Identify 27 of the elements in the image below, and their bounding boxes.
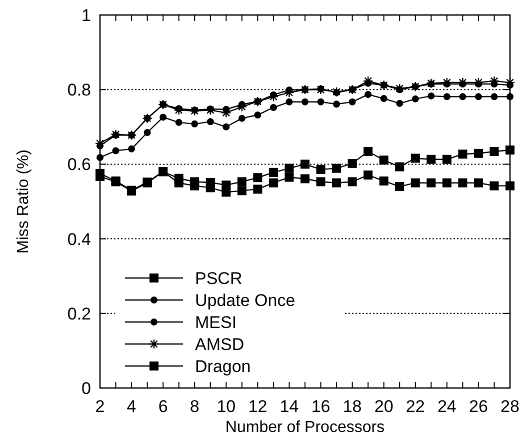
x-tick-label: 20 [374,397,394,416]
x-tick-label: 8 [190,397,200,416]
x-tick-label: 24 [437,397,456,416]
y-tick-label: 0.6 [67,155,91,174]
legend-label: Dragon [195,356,251,376]
x-tick-label: 26 [469,397,488,416]
x-tick-label: 28 [500,397,520,416]
x-tick-label: 4 [126,397,136,416]
legend-label: MESI [195,312,237,332]
y-tick-label: 0 [82,378,91,398]
x-tick-label: 6 [158,397,168,416]
x-tick-label: 12 [248,397,268,416]
x-tick-label: 16 [311,397,330,416]
x-tick-label: 22 [406,397,425,416]
x-tick-label: 18 [342,397,362,416]
x-axis-title: Number of Processors [225,419,385,436]
legend-label: Update Once [195,290,296,310]
y-tick-label: 0.8 [67,80,91,100]
y-tick-label: 0.2 [67,304,91,324]
x-tick-label: 14 [280,397,299,416]
legend-label: AMSD [195,334,244,354]
y-tick-label: 1 [82,6,91,25]
y-tick-label: 0.4 [67,230,91,249]
x-tick-label: 10 [216,397,236,416]
y-axis-title: Miss Ratio (%) [15,149,32,254]
x-tick-label: 2 [95,397,105,416]
legend-label: PSCR [195,268,242,288]
